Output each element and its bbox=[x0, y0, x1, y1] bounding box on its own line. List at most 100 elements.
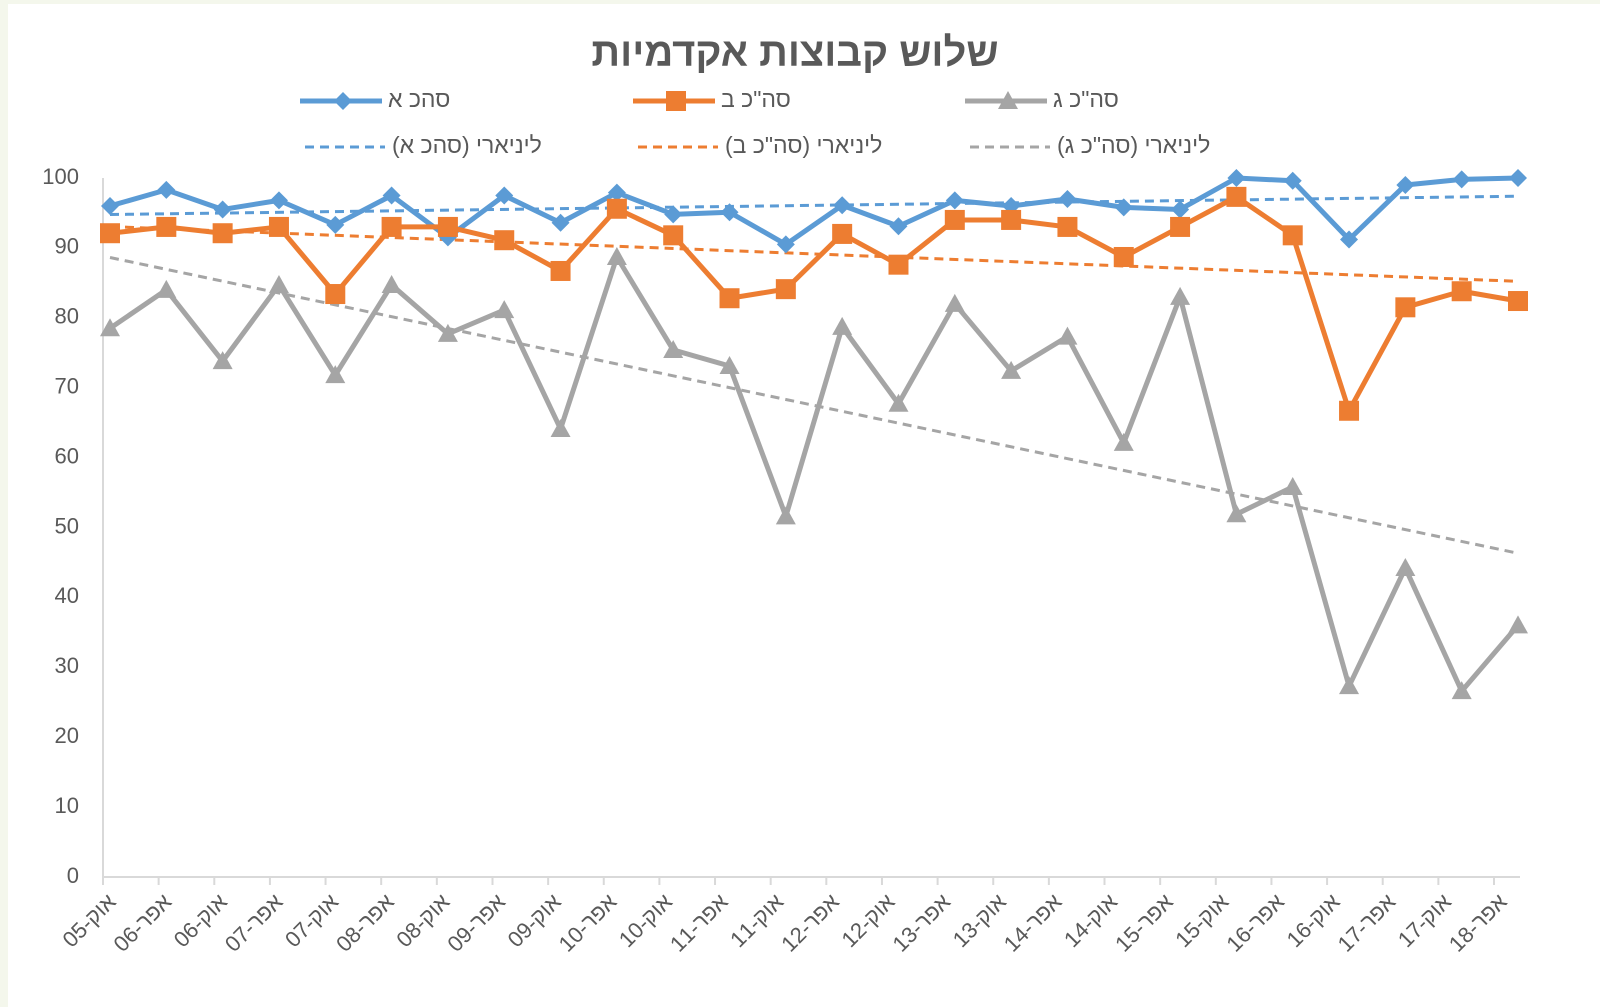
marker bbox=[998, 91, 1018, 109]
marker bbox=[1114, 198, 1133, 217]
marker bbox=[437, 216, 458, 237]
marker bbox=[325, 365, 346, 384]
marker bbox=[212, 351, 233, 370]
marker bbox=[775, 506, 796, 525]
marker bbox=[212, 223, 233, 244]
marker bbox=[944, 293, 965, 312]
marker bbox=[1226, 186, 1247, 207]
marker bbox=[101, 196, 119, 215]
y-tick-label: 30 bbox=[55, 653, 79, 678]
marker bbox=[382, 186, 401, 205]
marker bbox=[606, 198, 627, 219]
marker bbox=[1113, 246, 1134, 267]
marker bbox=[1339, 400, 1360, 421]
marker bbox=[832, 316, 853, 335]
marker bbox=[1001, 209, 1022, 230]
y-tick-label: 70 bbox=[55, 374, 79, 399]
marker bbox=[1001, 360, 1022, 379]
marker bbox=[1057, 216, 1078, 237]
marker bbox=[326, 215, 345, 234]
marker bbox=[494, 230, 515, 251]
y-tick-label: 100 bbox=[42, 164, 79, 189]
marker bbox=[495, 186, 514, 205]
marker bbox=[550, 260, 571, 281]
marker bbox=[1508, 615, 1528, 634]
y-tick-label: 60 bbox=[55, 443, 79, 468]
marker bbox=[1282, 476, 1303, 495]
marker bbox=[268, 274, 289, 293]
y-tick-label: 20 bbox=[55, 723, 79, 748]
marker bbox=[1451, 681, 1472, 700]
marker bbox=[888, 393, 909, 412]
marker bbox=[381, 216, 402, 237]
marker bbox=[156, 216, 177, 237]
y-tick-label: 40 bbox=[55, 583, 79, 608]
marker bbox=[833, 196, 852, 215]
marker bbox=[663, 225, 684, 246]
marker bbox=[437, 323, 458, 342]
marker bbox=[1396, 175, 1415, 194]
marker bbox=[945, 191, 964, 210]
marker bbox=[663, 339, 684, 358]
marker bbox=[1339, 676, 1360, 695]
marker bbox=[775, 279, 796, 300]
marker bbox=[100, 318, 120, 337]
marker bbox=[776, 235, 795, 254]
marker bbox=[607, 183, 626, 202]
marker bbox=[1170, 216, 1191, 237]
trendline bbox=[109, 225, 1519, 283]
marker bbox=[325, 284, 346, 305]
marker bbox=[944, 209, 965, 230]
marker bbox=[1171, 200, 1190, 219]
marker bbox=[1451, 281, 1472, 302]
marker bbox=[1395, 297, 1416, 318]
y-tick-label: 0 bbox=[67, 863, 79, 888]
marker bbox=[1113, 432, 1134, 451]
marker bbox=[1395, 558, 1416, 577]
marker bbox=[1509, 169, 1527, 187]
marker bbox=[334, 92, 352, 110]
marker bbox=[269, 191, 288, 210]
marker bbox=[719, 356, 740, 375]
marker bbox=[268, 216, 289, 237]
marker bbox=[1283, 171, 1302, 190]
legend-label: סה"כ ב bbox=[721, 86, 791, 112]
marker bbox=[1508, 291, 1528, 312]
marker bbox=[888, 254, 909, 275]
marker bbox=[1170, 286, 1191, 305]
marker bbox=[606, 246, 627, 265]
marker bbox=[157, 180, 176, 199]
chart-area bbox=[8, 4, 1600, 1007]
legend-label: ליניארי (סהכ א) bbox=[392, 132, 542, 158]
y-tick-label: 90 bbox=[55, 234, 79, 259]
marker bbox=[551, 213, 570, 232]
marker bbox=[156, 279, 177, 298]
legend-label: סה"כ ג bbox=[1053, 86, 1119, 112]
legend-label: סהכ א bbox=[388, 86, 450, 112]
y-tick-label: 50 bbox=[55, 513, 79, 538]
marker bbox=[832, 223, 853, 244]
marker bbox=[213, 200, 232, 219]
marker bbox=[1058, 189, 1077, 208]
marker bbox=[1452, 170, 1471, 189]
y-tick-label: 10 bbox=[55, 793, 79, 818]
marker bbox=[719, 288, 740, 309]
marker bbox=[1227, 169, 1246, 187]
marker bbox=[664, 205, 683, 224]
marker bbox=[889, 217, 908, 236]
marker bbox=[494, 300, 515, 319]
chart-title: שלוש קבוצות אקדמיות bbox=[591, 31, 998, 75]
marker bbox=[666, 91, 686, 111]
legend-label: ליניארי (סה"כ ג) bbox=[1057, 132, 1210, 158]
y-tick-label: 80 bbox=[55, 304, 79, 329]
legend-label: ליניארי (סה"כ ב) bbox=[725, 132, 882, 158]
marker bbox=[1226, 504, 1247, 523]
marker bbox=[550, 418, 571, 437]
marker bbox=[1282, 225, 1303, 246]
marker bbox=[381, 274, 402, 293]
marker bbox=[1057, 326, 1078, 345]
marker bbox=[100, 223, 120, 244]
marker bbox=[1340, 230, 1359, 249]
